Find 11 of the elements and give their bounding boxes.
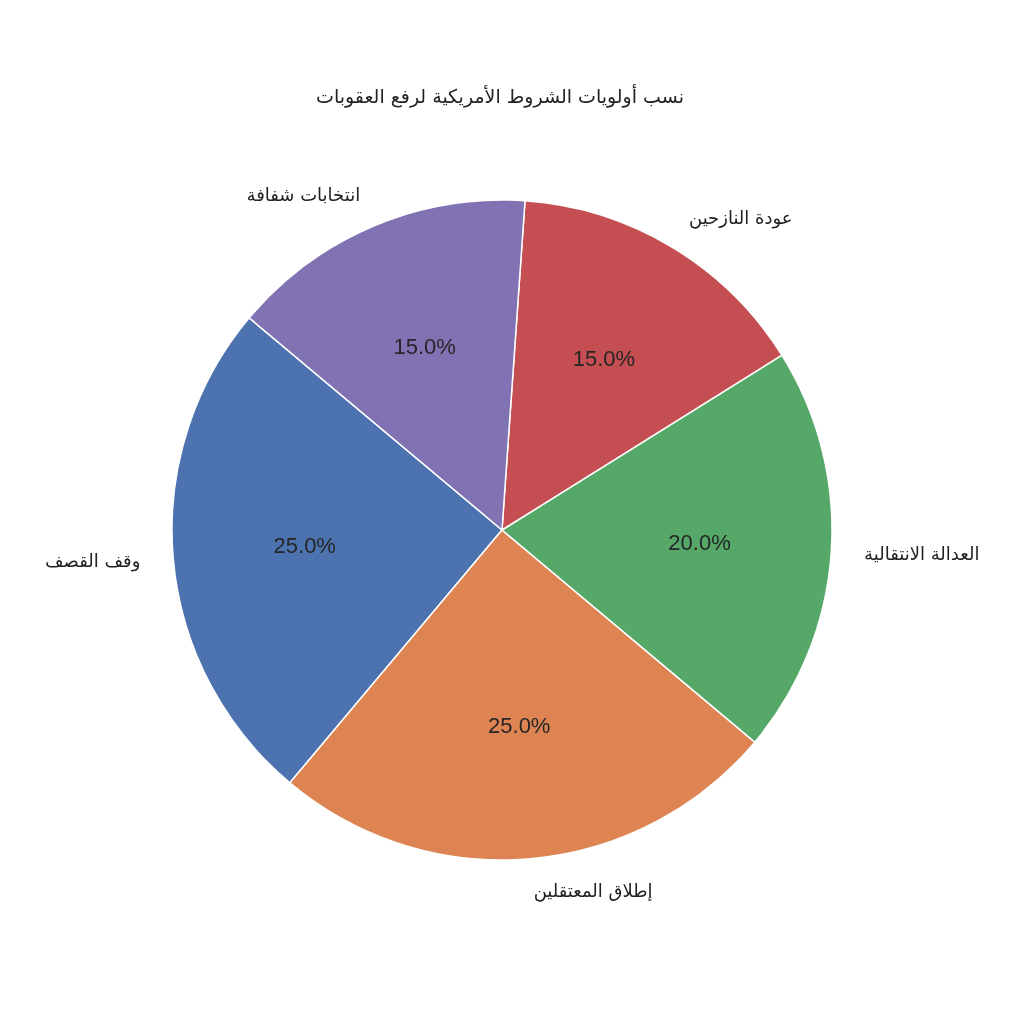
data-label: 15.0%: [393, 333, 456, 359]
data-label: 25.0%: [488, 713, 551, 739]
chart-title: نسب أولويات الشروط الأمريكية لرفع العقوبات: [316, 83, 684, 108]
slice-label: العدالة الانتقالية: [864, 543, 980, 565]
slice-label: إطلاق المعتقلين: [533, 879, 653, 902]
data-label: 25.0%: [273, 533, 336, 559]
slice-label: انتخابات شفافة: [246, 183, 361, 205]
slice-label: وقف القصف: [44, 549, 141, 572]
data-label: 15.0%: [572, 346, 636, 372]
data-label: 20.0%: [668, 529, 731, 555]
slice-label: عودة النازحين: [688, 206, 793, 229]
